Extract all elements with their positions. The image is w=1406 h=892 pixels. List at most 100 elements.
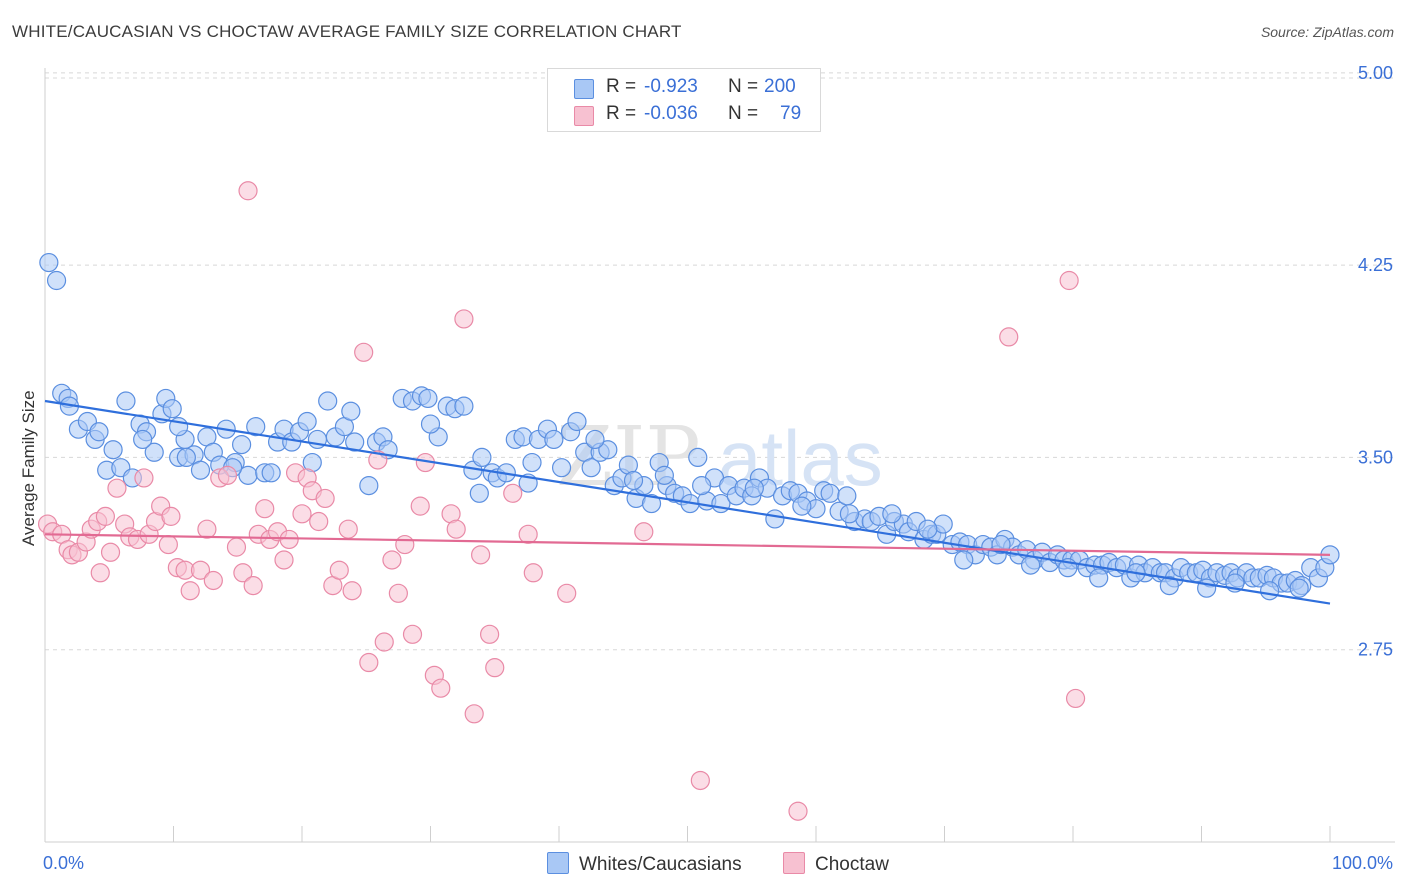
- choctaw-point: [95, 506, 115, 526]
- whites-point: [581, 458, 601, 478]
- legend-n-label: N =: [728, 103, 759, 124]
- whites-point: [792, 496, 812, 516]
- choctaw-point: [690, 770, 710, 791]
- choctaw-point: [243, 576, 263, 596]
- choctaw-point: [338, 519, 358, 539]
- choctaw-point: [315, 488, 335, 509]
- trend-line-whites: [44, 399, 1331, 605]
- whites-point: [765, 509, 785, 529]
- whites-point: [297, 411, 317, 432]
- choctaw-point: [382, 550, 402, 570]
- choctaw-point: [446, 519, 466, 539]
- whites-point: [744, 478, 764, 498]
- whites-point: [1089, 568, 1109, 588]
- legend-swatch-choctaw: [574, 106, 594, 126]
- y-tick-labels: 2.75 3.50 4.25 5.00: [1358, 63, 1393, 660]
- whites-point: [598, 440, 618, 460]
- whites-point: [162, 399, 182, 419]
- trend-lines: [44, 399, 1331, 605]
- whites-point: [623, 470, 644, 491]
- whites-point: [261, 463, 281, 483]
- whites-point: [345, 432, 365, 452]
- whites-point: [522, 452, 542, 473]
- whites-point: [46, 270, 67, 291]
- choctaw-point: [523, 563, 543, 583]
- whites-point: [418, 388, 438, 409]
- legend-r-label: R =: [606, 103, 637, 124]
- y-axis-label: Average Family Size: [19, 390, 38, 546]
- whites-point: [472, 447, 492, 468]
- choctaw-point: [217, 465, 238, 485]
- legend-box: R = -0.923 N = 200 R = -0.036 N = 79: [547, 68, 821, 132]
- choctaw-point: [279, 529, 299, 550]
- whites-point: [89, 422, 109, 442]
- whites-point: [585, 429, 605, 450]
- whites-point: [567, 411, 587, 432]
- choctaw-point: [485, 658, 505, 678]
- choctaw-point: [233, 563, 253, 583]
- legend-n-label: N =: [728, 76, 759, 97]
- whites-point: [954, 550, 974, 570]
- whites-point: [882, 504, 902, 524]
- whites-point: [1197, 578, 1217, 598]
- choctaw-point: [161, 506, 181, 526]
- whites-point: [1020, 555, 1041, 575]
- whites-point: [341, 401, 361, 421]
- whites-point: [641, 493, 662, 514]
- whites-point: [39, 252, 59, 273]
- choctaw-point: [238, 181, 258, 201]
- choctaw-point: [342, 581, 362, 601]
- bottom-legend-swatch-choctaw: [783, 852, 805, 874]
- grid-lines: [45, 72, 1395, 651]
- choctaw-point: [518, 524, 538, 544]
- bottom-legend-label-whites: Whites/Caucasians: [579, 854, 742, 875]
- choctaw-point: [255, 499, 275, 519]
- whites-point: [318, 391, 338, 411]
- legend-row-whites: R = -0.923 N = 200: [548, 74, 820, 100]
- whites-point: [551, 458, 572, 478]
- choctaw-point: [471, 545, 491, 565]
- whites-point: [1260, 581, 1280, 601]
- choctaw-point: [395, 534, 415, 555]
- whites-point: [688, 447, 708, 468]
- choctaw-point: [90, 563, 110, 583]
- y-tick-label: 5.00: [1358, 63, 1393, 83]
- bottom-legend-choctaw: Choctaw: [783, 852, 889, 876]
- legend-r-label: R =: [606, 76, 637, 97]
- choctaw-point: [134, 468, 154, 488]
- legend-r-value: -0.036: [644, 103, 698, 124]
- y-tick-label: 4.25: [1358, 255, 1393, 275]
- whites-point: [133, 429, 153, 450]
- choctaw-point: [292, 504, 312, 524]
- choctaw-point: [274, 550, 294, 570]
- bottom-legend-swatch-whites: [547, 852, 569, 874]
- whites-point: [246, 417, 266, 437]
- whites-point: [232, 434, 252, 455]
- whites-point: [176, 447, 196, 468]
- y-tick-label: 2.75: [1358, 640, 1393, 660]
- whites-point: [116, 391, 136, 411]
- whites-point: [1289, 578, 1309, 598]
- whites-point: [359, 476, 379, 496]
- whites-point: [692, 476, 712, 496]
- whites-point: [1159, 576, 1179, 596]
- choctaw-point: [374, 632, 394, 652]
- choctaw-point: [100, 542, 121, 562]
- choctaw-point: [1059, 270, 1079, 291]
- choctaw-point: [431, 678, 451, 698]
- legend-r-value: -0.923: [644, 76, 698, 97]
- whites-point: [918, 519, 938, 539]
- choctaw-point: [1065, 688, 1086, 709]
- bottom-legend-whites: Whites/Caucasians: [547, 852, 742, 876]
- legend-n-value: 79: [780, 103, 802, 124]
- y-tick-label: 3.50: [1358, 447, 1393, 467]
- choctaw-point: [158, 534, 178, 555]
- whites-point: [820, 483, 840, 503]
- whites-point: [454, 396, 474, 416]
- whites-point: [420, 414, 441, 434]
- choctaw-point: [309, 511, 329, 532]
- x-tick-label-min: 0.0%: [43, 853, 84, 873]
- choctaw-point: [359, 652, 379, 673]
- choctaw-point: [788, 801, 808, 821]
- choctaw-point: [203, 570, 223, 591]
